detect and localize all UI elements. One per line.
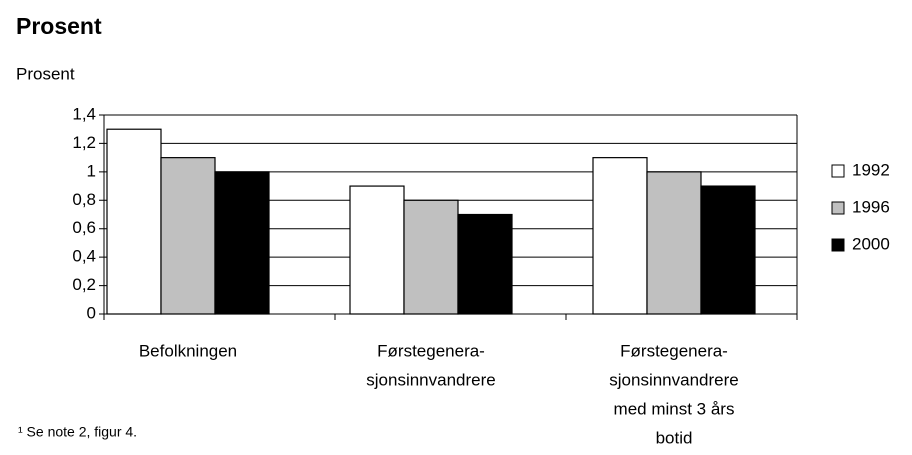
bar <box>592 157 648 315</box>
legend-label: 1992 <box>852 160 890 179</box>
legend-swatch <box>831 238 845 252</box>
y-tick-label: 1 <box>87 161 96 180</box>
legend-label: 1996 <box>852 197 890 216</box>
y-tick-label: 0 <box>87 303 96 322</box>
bar <box>106 128 162 315</box>
y-axis-label: Prosent <box>16 64 75 83</box>
y-tick-label: 1,2 <box>72 133 96 152</box>
bar <box>457 213 513 315</box>
y-tick-label: 0,4 <box>72 247 96 266</box>
chart-title: Prosent <box>16 13 102 39</box>
x-tick-label: Befolkningen <box>139 341 237 360</box>
x-tick-label: Førstegenera- <box>620 341 728 360</box>
bar <box>646 171 702 315</box>
bar <box>700 185 756 315</box>
y-tick-label: 0,8 <box>72 190 96 209</box>
legend-swatch <box>831 164 845 178</box>
footnote: ¹ Se note 2, figur 4. <box>18 424 137 440</box>
x-tick-label: sjonsinnvandrere <box>609 370 738 389</box>
x-tick-label: sjonsinnvandrere <box>366 370 495 389</box>
x-tick-label: Førstegenera- <box>377 341 485 360</box>
bar <box>349 185 405 315</box>
y-tick-label: 1,4 <box>72 104 96 123</box>
y-tick-label: 0,6 <box>72 218 96 237</box>
x-tick-label: botid <box>656 428 693 447</box>
bar <box>214 171 270 315</box>
bar <box>403 199 459 315</box>
y-tick-label: 0,2 <box>72 275 96 294</box>
legend-swatch <box>831 201 845 215</box>
x-tick-label: med minst 3 års <box>614 399 735 418</box>
legend-label: 2000 <box>852 234 890 253</box>
bar <box>160 157 216 315</box>
